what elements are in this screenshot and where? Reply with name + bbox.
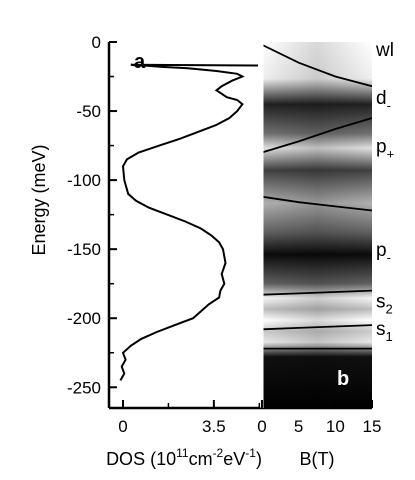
x-tick-label: 5 bbox=[294, 417, 303, 436]
x-title-sup-2: -2 bbox=[213, 446, 224, 460]
x-title-part-2: cm bbox=[189, 449, 213, 469]
level-label: d- bbox=[376, 88, 391, 113]
y-tick-label: 0 bbox=[92, 33, 101, 52]
panel-b-letter: b bbox=[337, 368, 349, 390]
x-title-part-3: eV bbox=[223, 449, 245, 469]
energy-level-line bbox=[262, 43, 372, 88]
level-label: s2 bbox=[376, 291, 393, 316]
x-title-part-4: ) bbox=[256, 449, 262, 469]
energy-level-line bbox=[262, 324, 372, 331]
x-tick-label: 10 bbox=[326, 417, 345, 436]
level-label: p- bbox=[376, 240, 391, 265]
x-title-sup-1: 11 bbox=[176, 446, 189, 460]
panel-b: 0 5 10 15 wl d-p+ p-s2 s1 b B(T) bbox=[257, 40, 394, 469]
y-axis-title: Energy (meV) bbox=[29, 144, 49, 255]
y-tick-label: -100 bbox=[67, 171, 101, 190]
y-tick-label: -200 bbox=[67, 309, 101, 328]
panel-a: 0-50-100-150-200-250 0 3.5 a Energy (meV)… bbox=[29, 33, 262, 469]
energy-level-line bbox=[262, 289, 372, 296]
panel-b-line-labels: wl d-p+ p-s2 s1 bbox=[375, 40, 394, 344]
x-title-part-1: DOS (10 bbox=[106, 449, 176, 469]
x-tick-label: 0 bbox=[118, 417, 127, 436]
panel-b-x-axis-title: B(T) bbox=[300, 449, 335, 469]
energy-level-line bbox=[262, 117, 372, 154]
x-tick-label: 15 bbox=[363, 417, 382, 436]
panel-b-x-ticks: 0 5 10 15 bbox=[257, 400, 381, 436]
panel-a-y-ticks: 0 -50 -100 -150 -200 -250 bbox=[67, 33, 117, 397]
y-tick-label: -50 bbox=[76, 102, 101, 121]
energy-level-line bbox=[262, 195, 372, 212]
dos-curve bbox=[119, 63, 259, 381]
panel-b-lines bbox=[262, 43, 372, 350]
panel-a-x-axis-title: DOS (1011cm-2eV-1) bbox=[106, 446, 262, 469]
panel-a-x-ticks: 0 3.5 bbox=[118, 400, 261, 436]
level-label: p+ bbox=[376, 137, 394, 162]
x-tick-label: 0 bbox=[257, 417, 266, 436]
level-label: s1 bbox=[376, 319, 393, 344]
x-tick-label: 3.5 bbox=[202, 417, 226, 436]
level-label: wl bbox=[375, 40, 394, 61]
panel-a-letter: a bbox=[134, 51, 146, 73]
heatmap-shading bbox=[262, 42, 372, 408]
x-title-sup-3: -1 bbox=[245, 446, 256, 460]
y-tick-label: -150 bbox=[67, 240, 101, 259]
y-tick-label: -250 bbox=[67, 378, 101, 397]
